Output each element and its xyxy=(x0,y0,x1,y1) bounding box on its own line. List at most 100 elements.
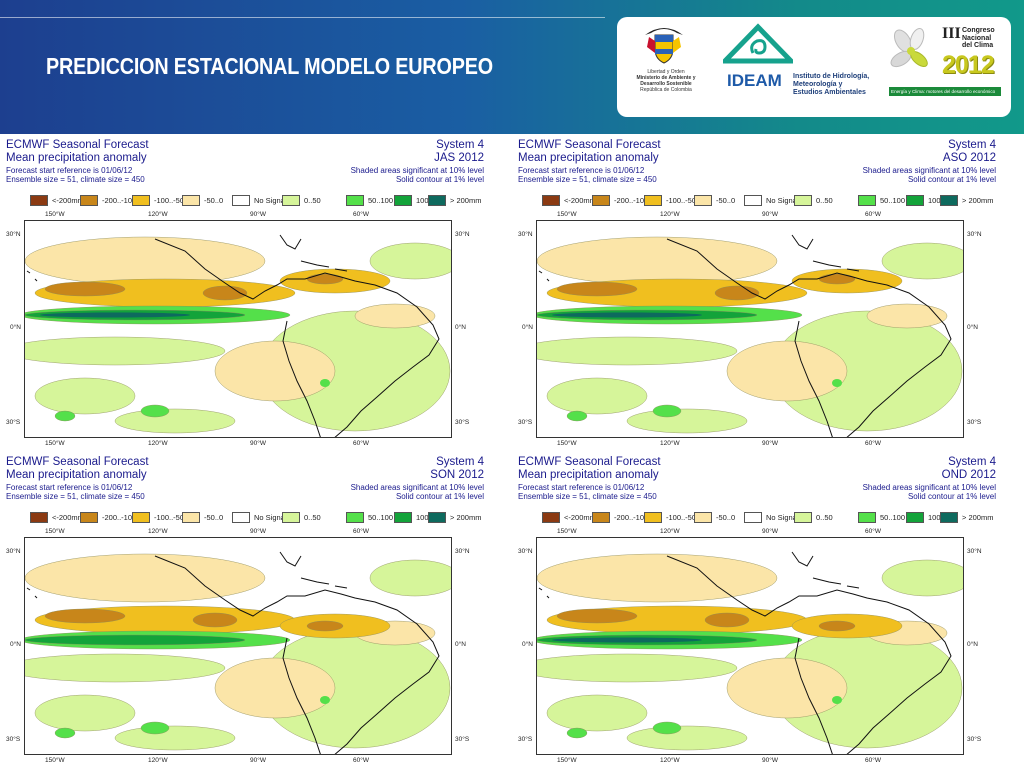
lat-tick-right: 30°S xyxy=(967,419,982,426)
lon-tick-top: 120°W xyxy=(148,528,168,535)
legend-label: -200..-100 xyxy=(102,196,137,205)
forecast-reference: Forecast start reference is 01/06/12 xyxy=(518,483,645,492)
forecast-reference: Forecast start reference is 01/06/12 xyxy=(518,166,645,175)
legend-label: -50..0 xyxy=(716,196,736,205)
legend-swatch xyxy=(232,195,250,206)
legend-swatch xyxy=(428,195,446,206)
ministry-line: Libertad y Orden xyxy=(647,69,685,75)
lat-tick-left: 0°N xyxy=(522,641,533,648)
precipitation-anomaly-map xyxy=(536,537,964,755)
legend-label: -100..-50 xyxy=(666,196,697,205)
legend-swatch xyxy=(30,195,48,206)
legend-swatch xyxy=(694,195,712,206)
contour-note: Solid contour at 1% level xyxy=(907,492,996,501)
period-label: JAS 2012 xyxy=(434,152,484,164)
ideam-logo-mark xyxy=(719,23,797,67)
legend-label: -50..0 xyxy=(716,513,736,522)
ministry-line: República de Colombia xyxy=(640,87,692,93)
legend-swatch xyxy=(694,512,712,523)
lon-tick-top: 150°W xyxy=(557,528,577,535)
legend-label: <-200mm xyxy=(564,513,596,522)
lat-tick-left: 30°N xyxy=(518,548,533,555)
legend-label: -50..0 xyxy=(204,196,224,205)
lon-tick-bottom: 120°W xyxy=(660,440,680,447)
lat-tick-left: 30°N xyxy=(518,231,533,238)
ministry-line: Desarrollo Sostenible xyxy=(640,81,692,87)
slide-header: PREDICCION ESTACIONAL MODELO EUROPEO Lib… xyxy=(0,0,1024,134)
logo-banner: Libertad y Orden Ministerio de Ambiente … xyxy=(617,17,1011,117)
ensemble-size: Ensemble size = 51, climate size = 450 xyxy=(518,492,657,501)
legend-swatch xyxy=(542,512,560,523)
congress-line: Congreso xyxy=(962,27,995,34)
legend-label: -50..0 xyxy=(204,513,224,522)
legend-label: -100..-50 xyxy=(154,513,185,522)
lat-tick-right: 30°S xyxy=(455,419,470,426)
lon-tick-top: 120°W xyxy=(148,211,168,218)
coat-of-arms-logo xyxy=(641,23,687,67)
lon-tick-top: 60°W xyxy=(353,211,369,218)
legend-swatch xyxy=(644,195,662,206)
system-label: System 4 xyxy=(948,456,996,468)
forecast-reference: Forecast start reference is 01/06/12 xyxy=(6,166,133,175)
header-divider xyxy=(0,17,605,18)
ideam-line: Instituto de Hidrología, xyxy=(793,73,870,80)
legend-label: No Signal xyxy=(254,196,287,205)
legend-swatch xyxy=(428,512,446,523)
panel-title: ECMWF Seasonal Forecast xyxy=(518,139,661,151)
contour-note: Solid contour at 1% level xyxy=(395,175,484,184)
slide-title: PREDICCION ESTACIONAL MODELO EUROPEO xyxy=(46,53,493,79)
congress-year: 2012 xyxy=(942,51,995,79)
lon-tick-top: 120°W xyxy=(660,211,680,218)
lat-tick-right: 0°N xyxy=(967,324,978,331)
lon-tick-top: 90°W xyxy=(250,528,266,535)
lat-tick-left: 30°S xyxy=(6,419,21,426)
forecast-panel-jas: ECMWF Seasonal Forecast Mean precipitati… xyxy=(0,134,512,451)
legend-swatch xyxy=(182,195,200,206)
system-label: System 4 xyxy=(436,456,484,468)
lat-tick-left: 30°N xyxy=(6,231,21,238)
lat-tick-right: 0°N xyxy=(455,641,466,648)
lon-tick-bottom: 150°W xyxy=(557,440,577,447)
legend-label: No Signal xyxy=(254,513,287,522)
legend-swatch xyxy=(232,512,250,523)
legend-label: <-200mm xyxy=(52,196,84,205)
legend-swatch xyxy=(858,512,876,523)
lat-tick-left: 30°S xyxy=(518,419,533,426)
legend-label: 50..100 xyxy=(368,513,394,522)
precipitation-anomaly-map xyxy=(536,220,964,438)
lat-tick-right: 30°N xyxy=(967,548,982,555)
ensemble-size: Ensemble size = 51, climate size = 450 xyxy=(518,175,657,184)
legend-swatch xyxy=(794,512,812,523)
legend-swatch xyxy=(80,512,98,523)
lon-tick-bottom: 60°W xyxy=(865,757,881,764)
lon-tick-bottom: 150°W xyxy=(45,440,65,447)
lon-tick-bottom: 120°W xyxy=(148,440,168,447)
lat-tick-left: 0°N xyxy=(10,324,21,331)
system-label: System 4 xyxy=(948,139,996,151)
congress-line: Nacional xyxy=(962,34,992,42)
significance-note: Shaded areas significant at 10% level xyxy=(862,166,996,175)
legend-swatch xyxy=(282,195,300,206)
lon-tick-top: 90°W xyxy=(762,211,778,218)
congress-line: del Clima xyxy=(962,42,994,49)
lon-tick-bottom: 60°W xyxy=(353,757,369,764)
lon-tick-bottom: 150°W xyxy=(45,757,65,764)
panel-subtitle: Mean precipitation anomaly xyxy=(518,469,659,481)
legend-swatch xyxy=(80,195,98,206)
legend-swatch xyxy=(644,512,662,523)
panel-subtitle: Mean precipitation anomaly xyxy=(518,152,659,164)
legend-label: -200..-100 xyxy=(102,513,137,522)
lat-tick-right: 30°N xyxy=(455,231,470,238)
lat-tick-right: 30°N xyxy=(967,231,982,238)
lat-tick-right: 30°S xyxy=(967,736,982,743)
lon-tick-top: 150°W xyxy=(45,528,65,535)
significance-note: Shaded areas significant at 10% level xyxy=(862,483,996,492)
legend-label: -200..-100 xyxy=(614,196,649,205)
legend-swatch xyxy=(182,512,200,523)
lon-tick-bottom: 150°W xyxy=(557,757,577,764)
legend-swatch xyxy=(906,195,924,206)
system-label: System 4 xyxy=(436,139,484,151)
legend-swatch xyxy=(940,512,958,523)
ensemble-size: Ensemble size = 51, climate size = 450 xyxy=(6,175,145,184)
